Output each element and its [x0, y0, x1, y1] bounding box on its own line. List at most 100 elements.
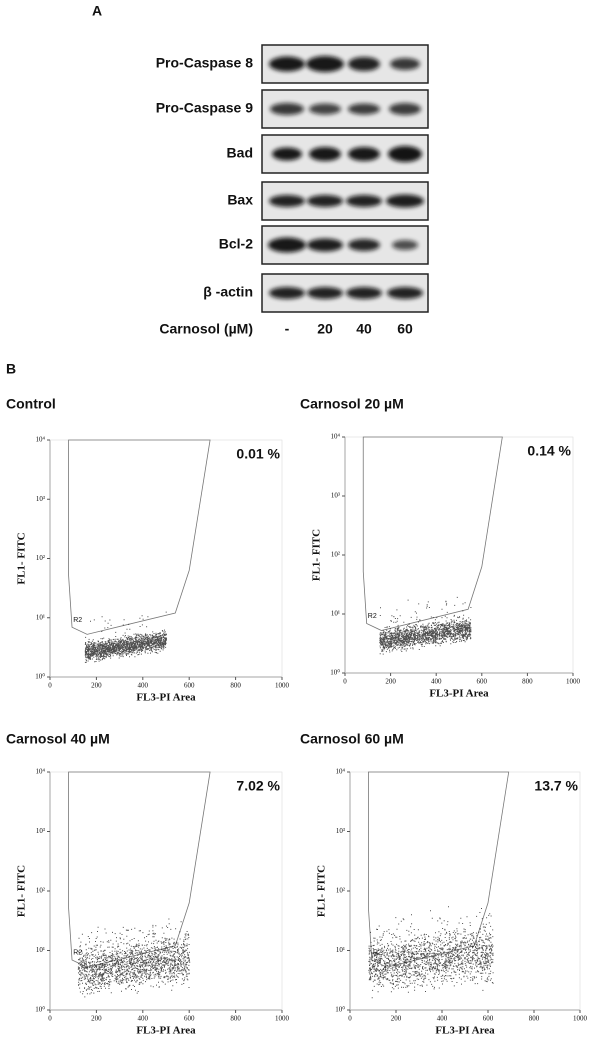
y-axis-label: FL1- FITC [311, 529, 323, 581]
gate [68, 771, 211, 968]
y-tick-label: 10¹ [331, 610, 340, 618]
events [379, 596, 472, 655]
x-tick-label: 0 [48, 682, 52, 690]
x-tick-label: 1000 [275, 1015, 290, 1023]
y-tick-label: 10⁰ [35, 1006, 45, 1014]
y-tick-label: 10³ [331, 492, 340, 500]
y-tick-label: 10¹ [336, 946, 345, 954]
x-tick-label: 600 [184, 1015, 195, 1023]
lane-label: - [285, 321, 290, 337]
percent-label: 13.7 % [534, 778, 578, 794]
gate-label: R2 [368, 613, 377, 620]
band [388, 146, 422, 162]
x-tick-label: 1000 [566, 678, 581, 686]
x-axis-label: FL3-PI Area [136, 692, 196, 704]
events [368, 906, 494, 999]
row-label: Bax [227, 192, 253, 208]
events [84, 611, 167, 663]
y-tick-label: 10⁴ [36, 768, 46, 776]
band [307, 238, 343, 252]
percent-label: 0.01 % [236, 446, 280, 462]
y-tick-label: 10⁰ [35, 673, 45, 681]
y-tick-label: 10² [331, 551, 340, 559]
band [269, 195, 305, 207]
x-tick-label: 600 [477, 678, 488, 686]
band [306, 56, 344, 72]
x-tick-label: 1000 [275, 682, 290, 690]
panel-label: B [6, 361, 16, 377]
y-tick-label: 10³ [36, 827, 45, 835]
x-tick-label: 600 [184, 682, 195, 690]
y-tick-label: 10⁰ [330, 669, 340, 677]
row-label: Pro-Caspase 8 [156, 55, 253, 71]
band [389, 103, 421, 115]
band [348, 57, 380, 71]
percent-label: 7.02 % [236, 778, 280, 794]
y-axis-label: FL1- FITC [16, 532, 28, 584]
row-label: Pro-Caspase 9 [156, 100, 253, 116]
band [346, 287, 382, 299]
band [309, 147, 341, 161]
band [307, 195, 343, 207]
gate [362, 436, 503, 631]
lane-label: 20 [317, 321, 333, 337]
band [307, 287, 343, 299]
x-tick-label: 200 [91, 1015, 102, 1023]
x-tick-label: 1000 [573, 1015, 588, 1023]
x-tick-label: 0 [48, 1015, 52, 1023]
x-tick-label: 400 [437, 1015, 448, 1023]
band [348, 147, 380, 161]
x-tick-label: 600 [483, 1015, 494, 1023]
row-label: Bad [227, 145, 253, 161]
band [309, 103, 341, 115]
plot-title: Carnosol 60 µM [300, 731, 404, 747]
plot-title: Carnosol 40 µM [6, 731, 110, 747]
y-tick-label: 10⁴ [36, 436, 46, 444]
x-axis-label: FL3-PI Area [429, 688, 489, 700]
band [386, 194, 424, 208]
x-tick-label: 800 [529, 1015, 540, 1023]
x-tick-label: 0 [348, 1015, 352, 1023]
plot-frame [49, 771, 283, 1011]
y-axis-label: FL1- FITC [16, 865, 28, 917]
y-tick-label: 10⁰ [335, 1006, 345, 1014]
y-axis-label: FL1- FITC [316, 865, 328, 917]
x-axis-label: FL3-PI Area [435, 1025, 495, 1037]
band [390, 58, 420, 70]
x-tick-label: 800 [522, 678, 533, 686]
gate-label: R2 [73, 617, 82, 624]
y-tick-label: 10⁴ [331, 433, 341, 441]
x-tick-label: 800 [230, 682, 241, 690]
row-label: β -actin [203, 284, 253, 300]
x-tick-label: 800 [230, 1015, 241, 1023]
x-tick-label: 400 [431, 678, 442, 686]
band [272, 147, 302, 161]
gate-label: R2 [73, 950, 82, 957]
gate [367, 771, 510, 968]
y-tick-label: 10² [36, 887, 45, 895]
band [392, 240, 418, 250]
events [77, 918, 191, 998]
x-tick-label: 200 [391, 1015, 402, 1023]
x-tick-label: 400 [138, 682, 149, 690]
percent-label: 0.14 % [527, 443, 571, 459]
y-tick-label: 10² [36, 554, 45, 562]
y-tick-label: 10¹ [36, 946, 45, 954]
y-tick-label: 10³ [36, 495, 45, 503]
band [269, 287, 305, 299]
band [387, 287, 423, 299]
lane-label: 40 [356, 321, 372, 337]
row-label: Bcl-2 [219, 236, 253, 252]
gate [68, 439, 211, 635]
band [348, 239, 380, 251]
x-tick-label: 0 [343, 678, 347, 686]
panel-label: A [92, 3, 102, 19]
x-tick-label: 200 [91, 682, 102, 690]
y-tick-label: 10¹ [36, 613, 45, 621]
treatment-label: Carnosol (µM) [159, 321, 253, 337]
plot-title: Carnosol 20 µM [300, 396, 404, 412]
band [270, 103, 304, 115]
y-tick-label: 10⁴ [336, 768, 346, 776]
band [346, 195, 382, 207]
